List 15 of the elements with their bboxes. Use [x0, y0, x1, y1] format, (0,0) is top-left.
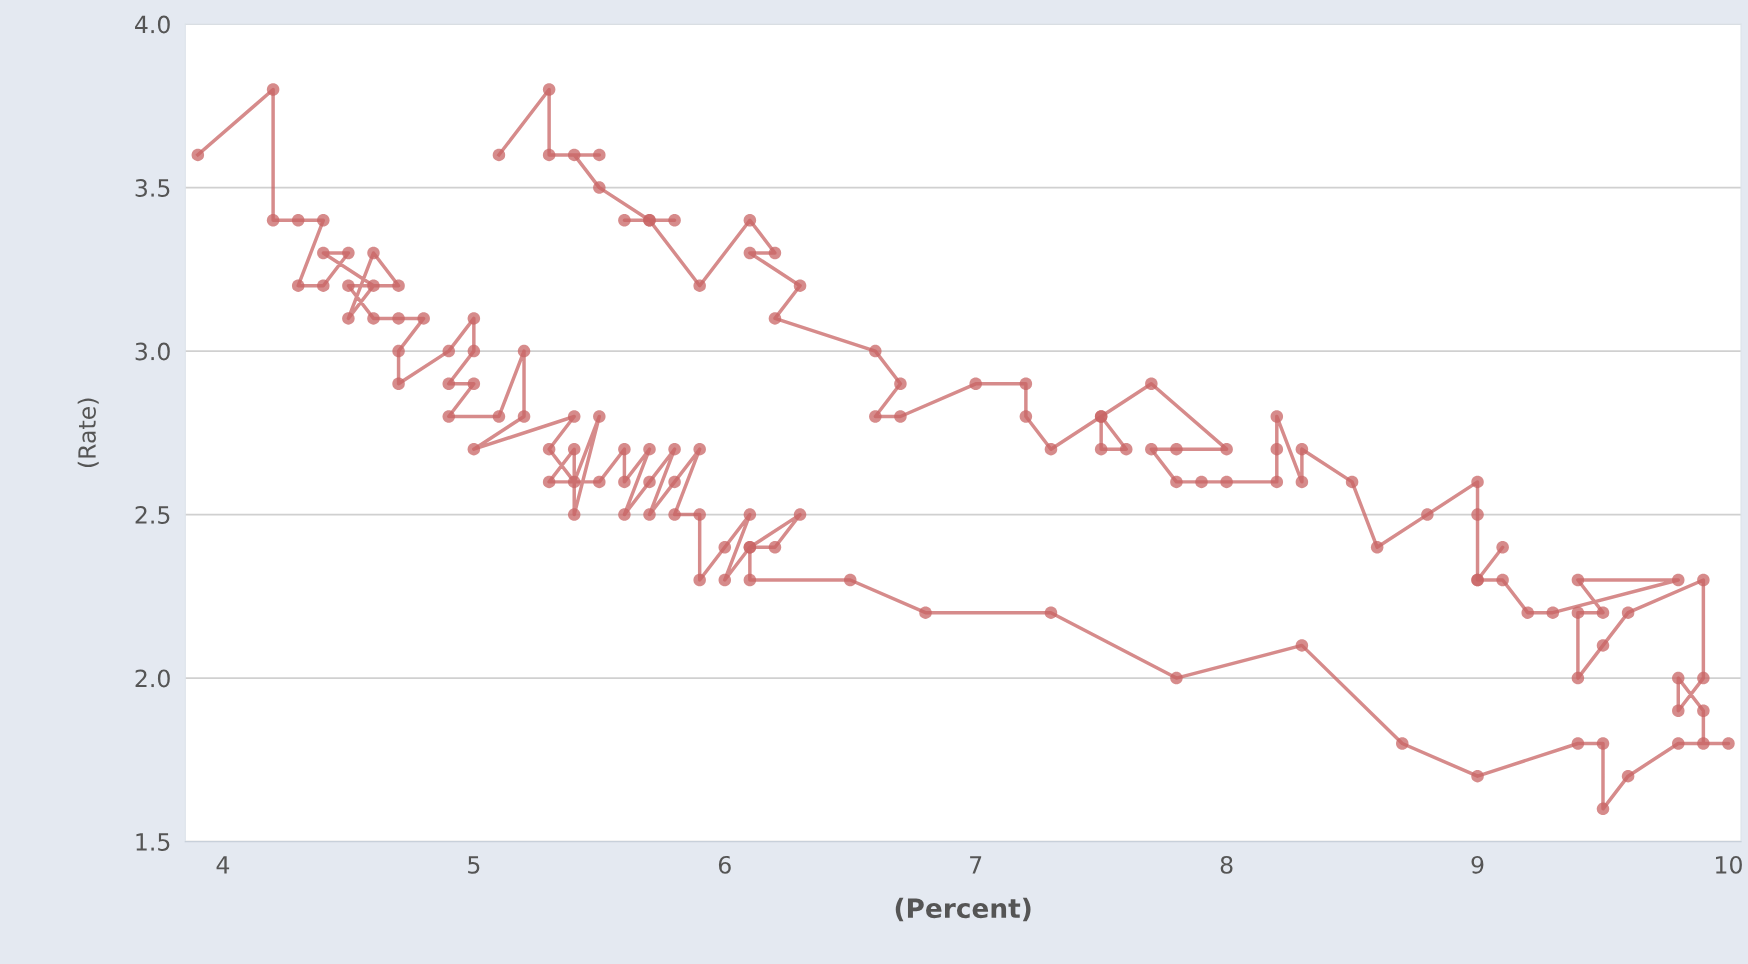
- y-tick-label: 3.0: [135, 342, 170, 361]
- x-tick-label: 8: [1220, 855, 1233, 874]
- x-tick-label: 5: [468, 856, 480, 874]
- x-tick-label: 6: [718, 855, 731, 874]
- y-tick-label: 3.5: [135, 179, 170, 197]
- y-tick-label: 1.5: [136, 833, 170, 851]
- y-tick-label: 4.0: [135, 15, 170, 34]
- y-axis-title: (Rate): [77, 398, 99, 468]
- x-tick-label: 9: [1471, 855, 1484, 874]
- y-tick-label: 2.0: [135, 669, 170, 688]
- x-tick-label: 7: [970, 856, 982, 874]
- y-tick-label: 2.5: [135, 506, 170, 524]
- x-axis-title: (Percent): [895, 897, 1031, 922]
- x-tick-label: 4: [216, 856, 230, 874]
- x-tick-label: 10: [1716, 855, 1742, 874]
